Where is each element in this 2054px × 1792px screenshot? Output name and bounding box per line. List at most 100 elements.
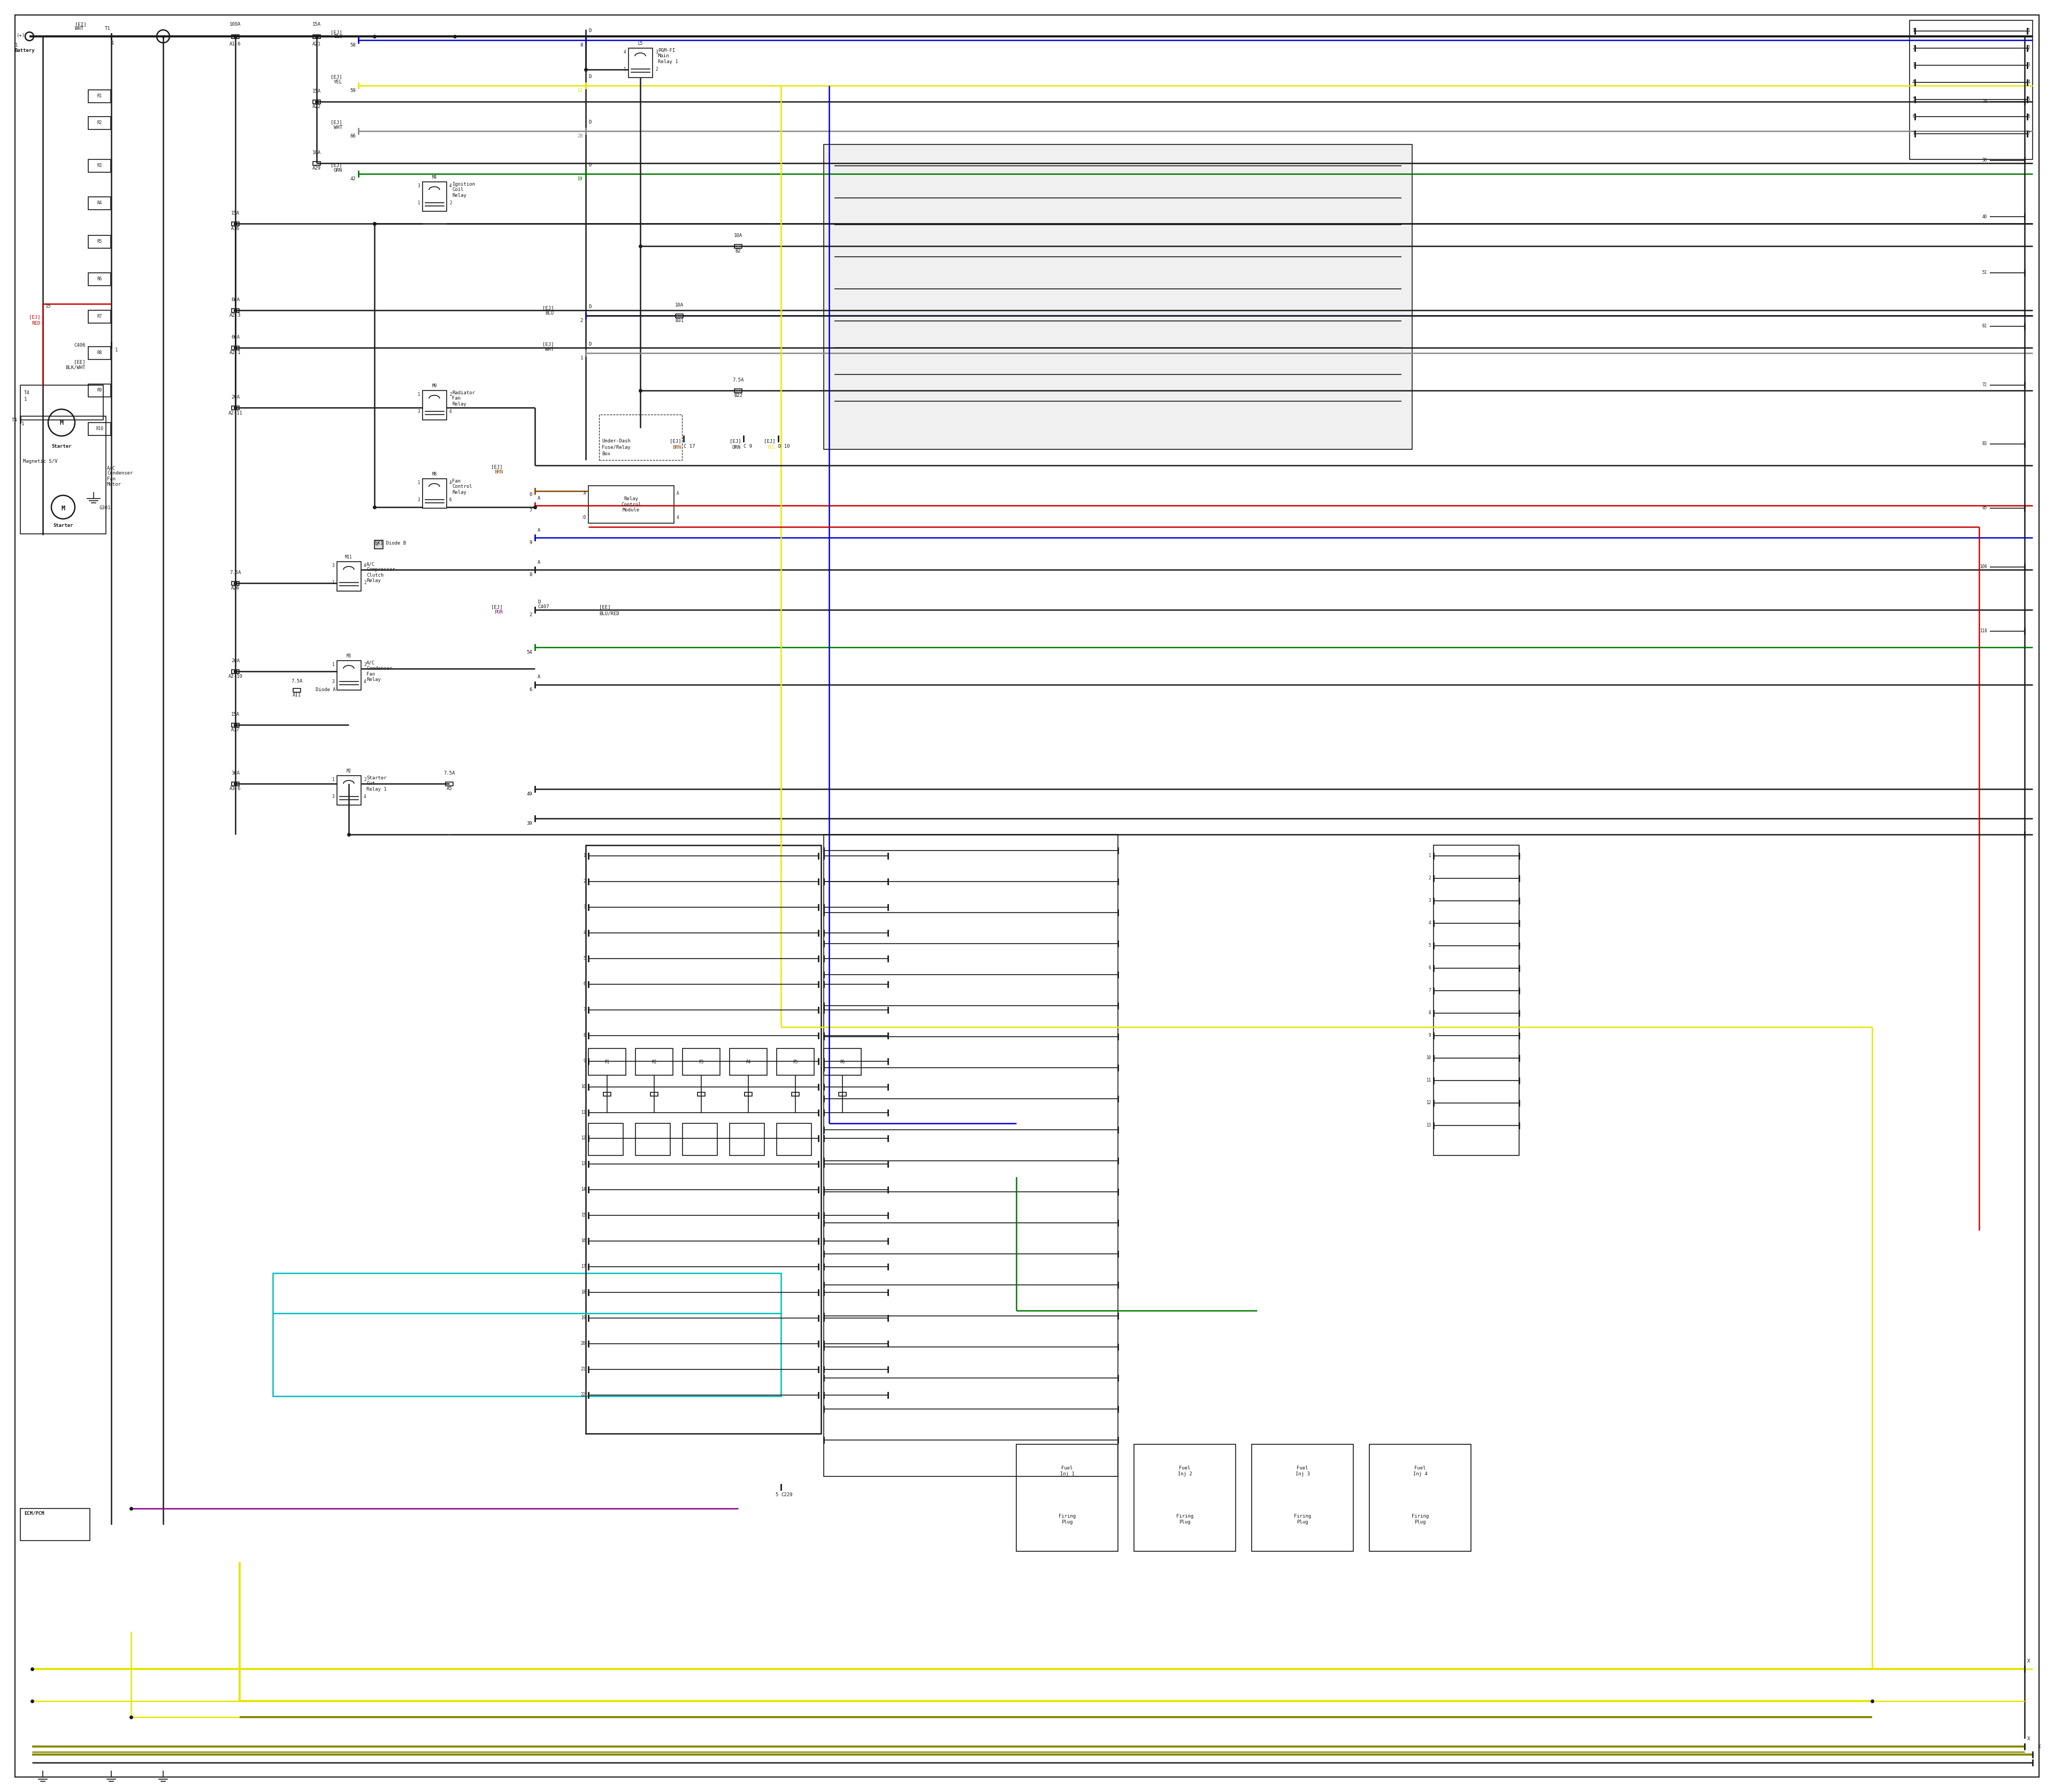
Text: D: D <box>587 29 592 34</box>
Text: 58: 58 <box>349 43 355 48</box>
Text: 6: 6 <box>1912 115 1914 118</box>
Text: 12: 12 <box>1425 1100 1432 1106</box>
Text: P5: P5 <box>793 1059 797 1064</box>
Bar <box>21 1509 90 1541</box>
Text: (+): (+) <box>16 32 25 38</box>
Text: A21: A21 <box>312 41 320 47</box>
Bar <box>232 724 238 728</box>
Bar <box>587 486 674 523</box>
Bar <box>629 48 653 77</box>
Text: R5: R5 <box>97 240 103 244</box>
Text: 4: 4 <box>2027 81 2029 84</box>
Text: D 10: D 10 <box>778 444 791 448</box>
Text: BLU: BLU <box>544 310 555 315</box>
Text: A16: A16 <box>230 226 240 231</box>
Bar <box>232 346 238 349</box>
Text: C 9: C 9 <box>744 444 752 448</box>
Bar <box>776 1124 811 1156</box>
Bar <box>651 1093 657 1097</box>
Text: 54: 54 <box>526 650 532 654</box>
Text: 5: 5 <box>583 957 585 961</box>
Bar <box>88 90 111 102</box>
Text: A: A <box>538 561 540 564</box>
Text: [EJ]: [EJ] <box>670 439 682 443</box>
Text: R4: R4 <box>97 201 103 206</box>
Bar <box>423 478 446 509</box>
Text: B22: B22 <box>733 392 741 398</box>
Text: 4: 4 <box>622 50 626 54</box>
Text: G301: G301 <box>99 505 111 511</box>
Text: 11: 11 <box>581 1111 585 1115</box>
Bar <box>337 561 362 591</box>
Text: 1: 1 <box>333 581 335 586</box>
Text: A29: A29 <box>312 167 320 170</box>
Text: 49: 49 <box>526 792 532 796</box>
Text: L5: L5 <box>639 41 643 47</box>
Bar <box>88 116 111 129</box>
Text: 2: 2 <box>450 201 452 206</box>
Bar <box>232 781 238 787</box>
Text: 7.5A: 7.5A <box>733 378 744 382</box>
Text: M9: M9 <box>431 383 438 389</box>
Text: 1: 1 <box>333 778 335 781</box>
Text: 1: 1 <box>25 396 27 401</box>
Text: A2-3: A2-3 <box>230 314 240 317</box>
Text: X: X <box>376 543 378 547</box>
Bar <box>21 416 107 534</box>
Text: Starter: Starter <box>51 444 72 448</box>
Text: 19: 19 <box>1982 99 1986 104</box>
Bar <box>337 661 362 690</box>
Text: 4: 4 <box>450 183 452 188</box>
Text: M: M <box>62 505 66 513</box>
Text: 12: 12 <box>577 88 583 93</box>
Text: YEL: YEL <box>766 444 776 450</box>
Text: 1: 1 <box>333 663 335 667</box>
Text: GRN: GRN <box>333 168 343 172</box>
Text: D: D <box>587 305 592 310</box>
Text: 5: 5 <box>1912 97 1914 102</box>
Text: A/C
Condenser
Fan
Motor: A/C Condenser Fan Motor <box>107 466 134 487</box>
Text: A: A <box>538 674 540 679</box>
Text: 51: 51 <box>1982 271 1986 276</box>
Text: A5: A5 <box>446 787 452 790</box>
Text: D: D <box>587 163 592 167</box>
Text: Firing
Plug: Firing Plug <box>1294 1514 1310 1525</box>
Text: 13: 13 <box>1425 1124 1432 1127</box>
Bar <box>1910 20 2033 159</box>
Text: A: A <box>538 496 540 500</box>
Text: 9: 9 <box>530 539 532 545</box>
Text: A/C
Condenser
Fan
Relay: A/C Condenser Fan Relay <box>366 661 392 683</box>
Text: WHT: WHT <box>544 348 555 351</box>
Bar <box>423 391 446 419</box>
Text: 61: 61 <box>1982 324 1986 328</box>
Text: 3: 3 <box>417 498 419 502</box>
Bar <box>312 34 320 38</box>
Bar <box>676 314 684 317</box>
Text: 72: 72 <box>1982 383 1986 387</box>
Text: 3: 3 <box>2027 63 2029 68</box>
Text: 19: 19 <box>581 1315 585 1321</box>
Text: BLU/RED: BLU/RED <box>600 611 618 616</box>
Text: 1: 1 <box>417 480 419 486</box>
Bar <box>312 161 320 165</box>
Text: [EJ]: [EJ] <box>729 439 741 443</box>
Text: Fuel
Inj 1: Fuel Inj 1 <box>1060 1466 1074 1477</box>
Text: 39: 39 <box>526 821 532 826</box>
Bar <box>838 1093 846 1097</box>
Text: 7: 7 <box>583 1007 585 1012</box>
Text: 5: 5 <box>2027 97 2029 102</box>
Text: P1: P1 <box>604 1059 610 1064</box>
Text: YEL: YEL <box>333 79 343 84</box>
Bar <box>698 1093 705 1097</box>
Text: 15A: 15A <box>230 211 240 215</box>
Text: 11: 11 <box>1425 1079 1432 1082</box>
Text: Diode A: Diode A <box>316 688 335 692</box>
Text: R6: R6 <box>97 276 103 281</box>
Text: 60A: 60A <box>230 335 240 340</box>
Text: WHT: WHT <box>333 125 343 131</box>
Bar <box>824 145 1413 450</box>
Text: 15A: 15A <box>312 22 320 27</box>
Text: ORN: ORN <box>731 444 741 450</box>
Text: C 17: C 17 <box>684 444 694 448</box>
Text: PUR: PUR <box>495 609 503 615</box>
